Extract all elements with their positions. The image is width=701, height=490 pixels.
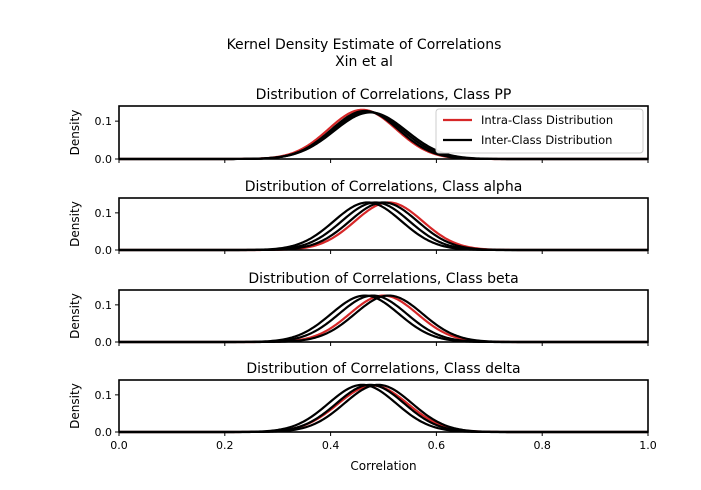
axes-frame xyxy=(118,197,649,251)
y-tick-label: 0.1 xyxy=(95,115,113,128)
series-line-intra xyxy=(119,201,648,252)
y-axis-label: Density xyxy=(68,383,82,429)
legend-label: Intra-Class Distribution xyxy=(481,113,613,127)
y-tick-label: 0.1 xyxy=(95,207,113,220)
series-line-inter-1 xyxy=(119,383,648,434)
axes-frame xyxy=(118,379,649,433)
y-tick-label: 0.0 xyxy=(95,244,113,257)
y-tick-label: 0.1 xyxy=(95,299,113,312)
subplot-3: Distribution of Correlations, Class beta… xyxy=(68,271,649,349)
y-tick-label: 0.0 xyxy=(95,426,113,439)
x-tick-label: 0.4 xyxy=(322,439,340,452)
subplots: Distribution of Correlations, Class PP De… xyxy=(68,87,657,473)
x-tick-label: 1.0 xyxy=(639,439,657,452)
subplot-2: Distribution of Correlations, Class alph… xyxy=(68,179,649,257)
axes-frame xyxy=(118,105,649,160)
subplot-1: Distribution of Correlations, Class PP De… xyxy=(68,87,649,166)
subplot-4: Distribution of Correlations, Class delt… xyxy=(68,361,657,473)
figure-title: Kernel Density Estimate of Correlations xyxy=(227,37,502,53)
subplot-title: Distribution of Correlations, Class delt… xyxy=(246,361,520,377)
series-lines xyxy=(119,201,648,252)
legend: Intra-Class Distribution Inter-Class Dist… xyxy=(435,108,644,154)
x-axis-label: Correlation xyxy=(350,459,416,473)
y-axis-label: Density xyxy=(68,201,82,247)
legend-box xyxy=(435,108,644,154)
y-tick-label: 0.0 xyxy=(95,336,113,349)
series-lines xyxy=(119,383,648,434)
x-tick-label: 0.6 xyxy=(428,439,446,452)
series-lines xyxy=(119,294,648,344)
x-tick-label: 0.2 xyxy=(216,439,234,452)
x-tick-label: 0.0 xyxy=(110,439,128,452)
x-tick-label: 0.8 xyxy=(533,439,551,452)
legend-label: Inter-Class Distribution xyxy=(481,133,612,147)
series-line-inter-1 xyxy=(119,294,648,344)
axes-frame xyxy=(118,289,649,343)
series-line-inter-1 xyxy=(119,201,648,252)
y-axis-label: Density xyxy=(68,293,82,339)
series-line-inter-2 xyxy=(119,201,648,252)
subplot-title: Distribution of Correlations, Class PP xyxy=(256,87,512,103)
series-line-inter-3 xyxy=(119,201,648,252)
subplot-title: Distribution of Correlations, Class alph… xyxy=(245,179,523,195)
y-axis-label: Density xyxy=(68,110,82,156)
y-tick-label: 0.0 xyxy=(95,153,113,166)
y-tick-label: 0.1 xyxy=(95,389,113,402)
subplot-title: Distribution of Correlations, Class beta xyxy=(248,271,518,287)
figure-subtitle: Xin et al xyxy=(335,54,393,70)
